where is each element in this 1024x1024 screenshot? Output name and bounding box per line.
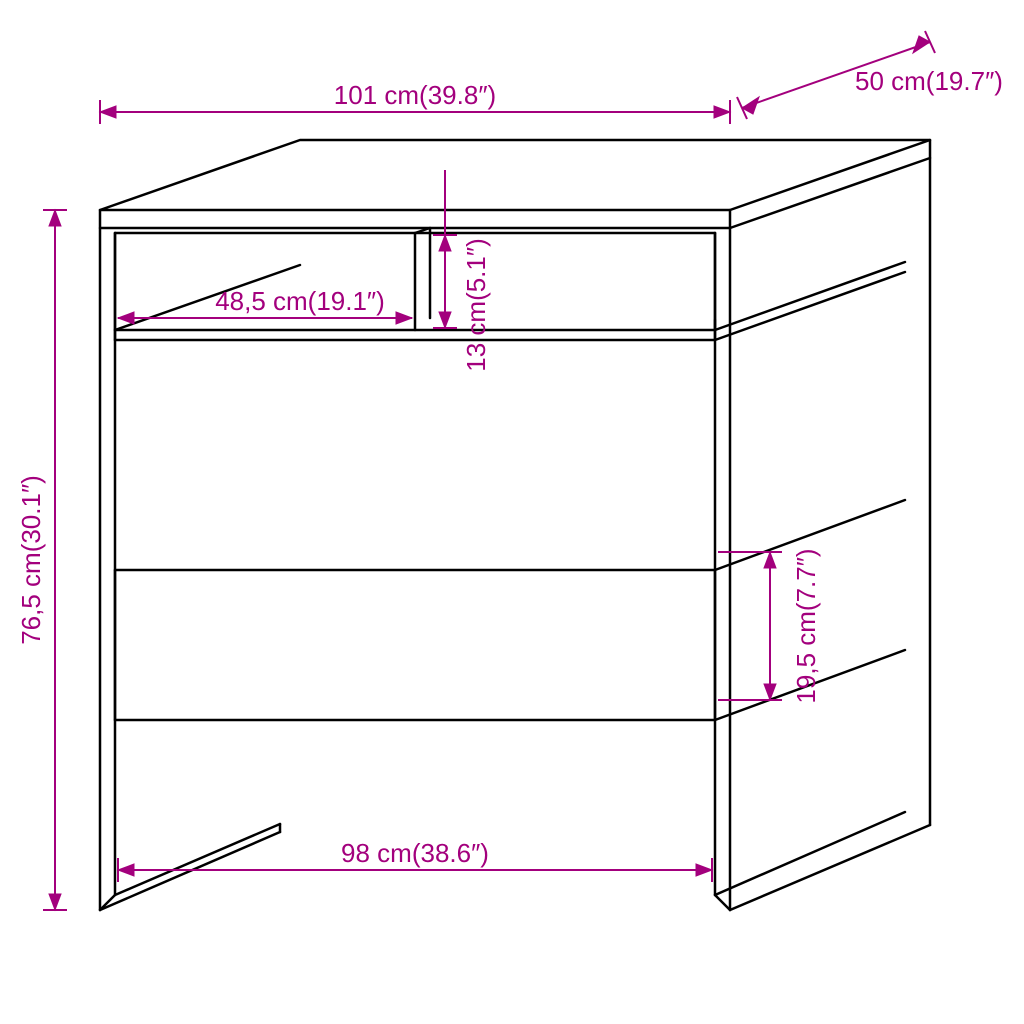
dim-shelf-height-label: 13 cm(5.1″) [461,238,491,371]
desk-outline [100,140,930,910]
dim-height-left-label: 76,5 cm(30.1″) [16,475,46,645]
dim-panel-height: 19,5 cm(7.7″) [718,548,821,703]
dim-inner-width-label: 98 cm(38.6″) [341,838,489,868]
dim-shelf-width-label: 48,5 cm(19.1″) [215,286,385,316]
dim-width-top: 101 cm(39.8″) [100,80,730,124]
dim-width-top-label: 101 cm(39.8″) [334,80,496,110]
dimension-annotations: 101 cm(39.8″) 50 cm(19.7″) 76,5 cm(30.1″… [16,31,1003,910]
dim-depth-top: 50 cm(19.7″) [737,31,1003,119]
dim-shelf-height: 13 cm(5.1″) [433,170,491,372]
dim-height-left: 76,5 cm(30.1″) [16,210,67,910]
dim-depth-top-label: 50 cm(19.7″) [855,66,1003,96]
dim-panel-height-label: 19,5 cm(7.7″) [791,548,821,703]
dim-shelf-width: 48,5 cm(19.1″) [118,286,412,324]
dim-inner-width: 98 cm(38.6″) [118,838,712,882]
